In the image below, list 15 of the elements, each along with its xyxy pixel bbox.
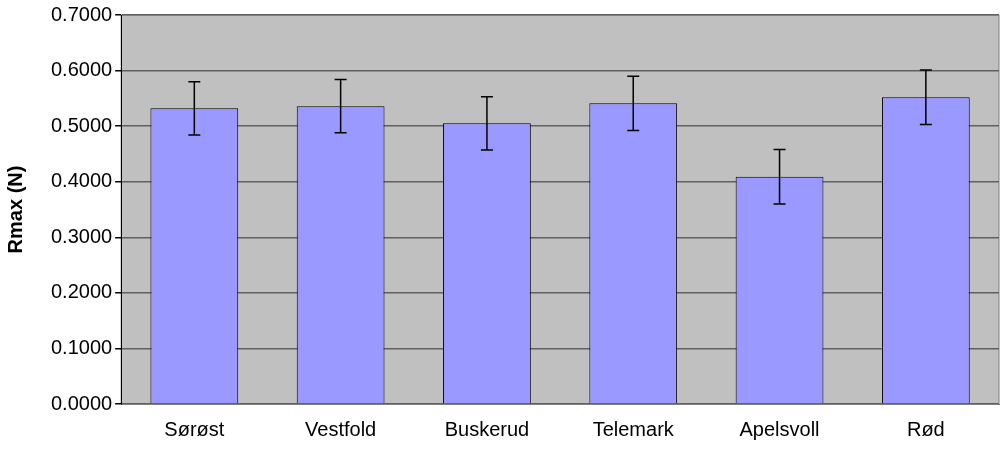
y-tick-label: 0.2000	[51, 280, 113, 303]
x-tick-label: Rød	[906, 417, 945, 440]
x-tick-label: Buskerud	[444, 417, 530, 440]
y-axis-title: Rmax (N)	[3, 165, 26, 254]
y-tick-label: 0.5000	[51, 113, 113, 136]
x-tick-label: Apelsvoll	[739, 417, 820, 440]
x-tick-label: Telemark	[592, 417, 675, 440]
y-tick-label: 0.7000	[51, 2, 113, 25]
y-tick-label: 0.4000	[51, 169, 113, 192]
x-tick-label: Sørøst	[164, 417, 225, 440]
y-tick-label: 0.1000	[51, 335, 113, 358]
y-tick-label: 0.6000	[51, 58, 113, 81]
y-tick-label: 0.3000	[51, 224, 113, 247]
y-tick-label: 0.0000	[51, 391, 113, 414]
x-tick-label: Vestfold	[305, 417, 377, 440]
